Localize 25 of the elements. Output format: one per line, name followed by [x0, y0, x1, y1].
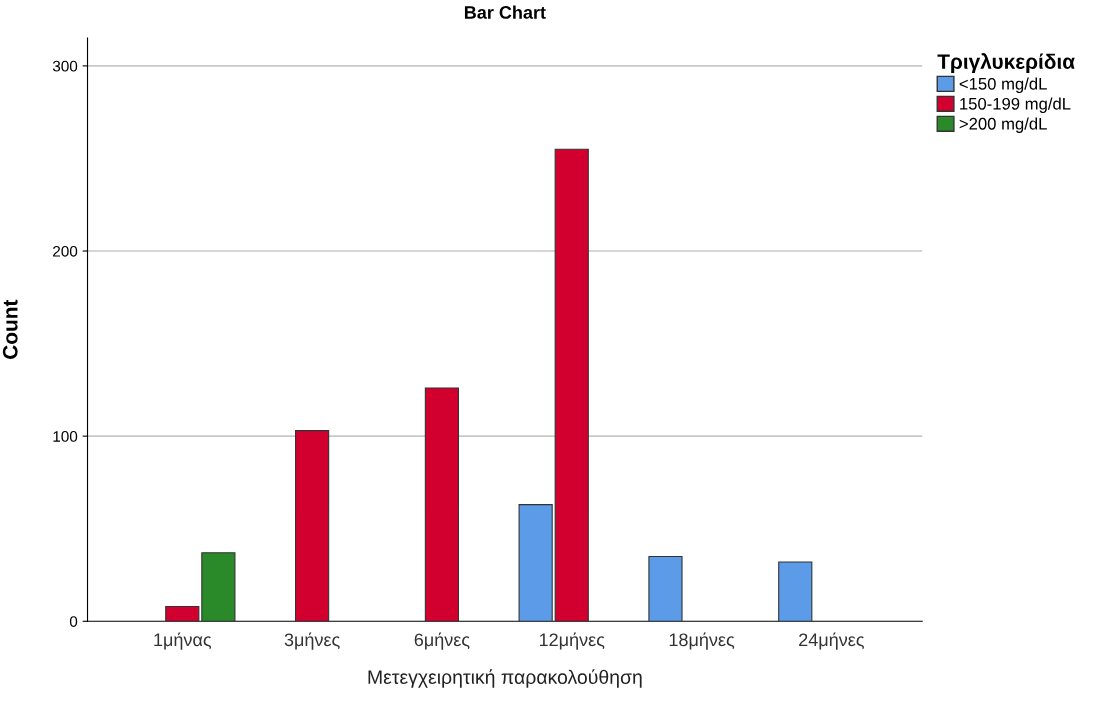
bar	[778, 561, 813, 622]
x-tick-label: 24μήνες	[799, 632, 864, 650]
y-tick-label: 200	[53, 245, 78, 257]
x-tick-label: 12μήνες	[539, 632, 605, 650]
legend-title: Τριγλυκερίδια	[937, 53, 1075, 74]
chart-title: Bar Chart	[464, 5, 546, 19]
bar	[554, 148, 589, 622]
y-tick-label: 0	[69, 616, 78, 627]
bar	[294, 430, 330, 622]
bar	[518, 504, 553, 622]
x-tick-label: 3μήνες	[284, 632, 340, 650]
bar	[165, 605, 200, 622]
bar	[648, 555, 683, 622]
x-tick-label: 1μήνας	[154, 632, 212, 650]
bar	[424, 387, 460, 622]
legend-label: 150-199 mg/dL	[960, 97, 1071, 113]
x-tick-label: 18μήνες	[669, 632, 735, 650]
y-tick-label: 100	[53, 431, 78, 442]
x-axis-title: Μετεγχειρητική παρακολούθηση	[368, 669, 642, 688]
bar	[201, 552, 236, 622]
legend-label: >200 mg/dL	[959, 117, 1047, 133]
legend-label: <150 mg/dL	[959, 77, 1047, 94]
y-axis-title: Count	[2, 299, 18, 359]
x-tick-label: 6μήνες	[414, 632, 470, 650]
y-tick-label: 300	[52, 60, 78, 72]
